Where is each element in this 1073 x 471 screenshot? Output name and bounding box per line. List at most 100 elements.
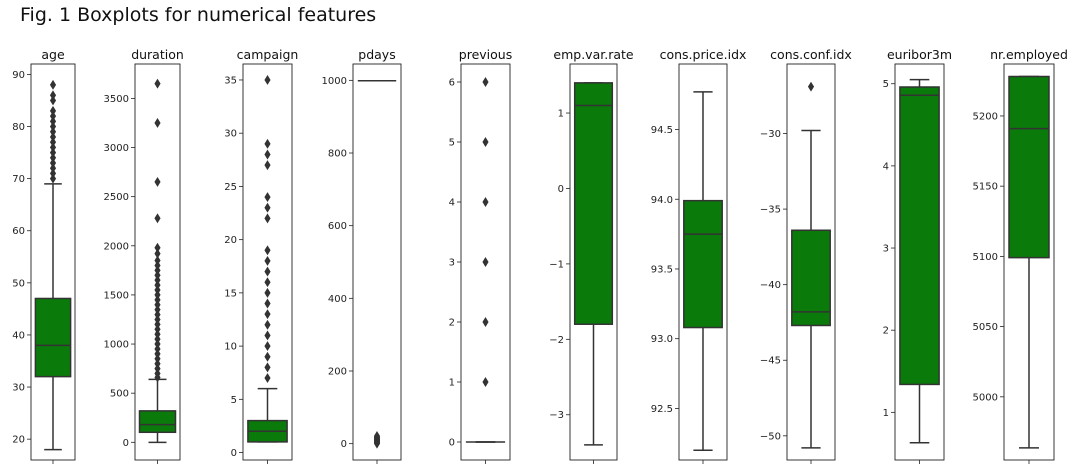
- panel-title: euribor3m: [887, 47, 952, 62]
- iqr-box: [138, 410, 177, 434]
- iqr-box: [573, 82, 614, 325]
- outlier-point: [264, 330, 271, 341]
- outlier-point: [49, 90, 57, 101]
- outlier-point: [264, 341, 271, 352]
- outlier-point: [49, 126, 57, 137]
- outlier-point: [154, 242, 161, 253]
- outlier-point: [482, 197, 489, 207]
- outlier-point: [154, 117, 161, 128]
- panel-title: cons.conf.idx: [770, 47, 852, 62]
- outlier-point: [154, 213, 161, 224]
- boxplot-panel-euribor3m: euribor3m 1 2 3 4 5: [883, 47, 952, 464]
- panel-title: previous: [459, 47, 512, 62]
- y-tick-label: 94.5: [651, 125, 673, 136]
- outlier-point: [264, 298, 271, 309]
- y-tick-label: 200: [328, 366, 347, 377]
- iqr-box: [899, 86, 940, 386]
- outlier-point: [264, 287, 271, 298]
- y-tick-label: 4: [883, 161, 889, 172]
- y-tick-label: 70: [12, 174, 25, 185]
- y-tick-label: 0: [449, 438, 455, 449]
- outlier-point: [373, 431, 381, 441]
- panel-title: campaign: [237, 47, 299, 62]
- y-tick-label: 5: [883, 79, 889, 90]
- y-tick-label: 0: [558, 184, 564, 195]
- outlier-point: [154, 176, 161, 187]
- y-tick-label: 92.5: [651, 404, 673, 415]
- y-tick-label: 2000: [104, 241, 129, 252]
- y-tick-label: 3500: [104, 94, 129, 105]
- outlier-point: [49, 142, 57, 153]
- y-tick-label: 50: [12, 278, 25, 289]
- outlier-point: [264, 319, 271, 330]
- y-tick-label: 30: [12, 383, 25, 394]
- panel-title: duration: [131, 47, 184, 62]
- iqr-box: [34, 297, 72, 378]
- y-tick-label: 6: [449, 78, 455, 89]
- outlier-point: [482, 137, 489, 147]
- y-tick-label: 94.0: [651, 195, 673, 206]
- plot-frame: [30, 63, 76, 461]
- y-tick-label: 1: [558, 109, 564, 120]
- y-tick-label: 25: [224, 182, 237, 193]
- outlier-point: [264, 266, 271, 277]
- outlier-point: [49, 116, 57, 127]
- outlier-point: [264, 245, 271, 256]
- y-tick-label: 80: [12, 122, 25, 133]
- outlier-point: [264, 373, 271, 383]
- boxplot-panel-emp-var-rate: emp.var.rate −3 −2 −1 0 1: [549, 47, 634, 464]
- y-tick-label: −1: [549, 259, 564, 270]
- plot-frame: [786, 63, 836, 461]
- y-tick-label: 3: [449, 258, 455, 269]
- plot-frame: [134, 63, 181, 461]
- panel-title: cons.price.idx: [660, 47, 747, 62]
- outlier-point: [264, 309, 271, 320]
- outlier-point: [154, 78, 161, 89]
- outlier-point: [49, 163, 57, 174]
- outlier-point: [49, 95, 57, 106]
- y-tick-label: 5: [449, 138, 455, 149]
- y-tick-label: 15: [224, 288, 237, 299]
- outlier-point: [154, 248, 161, 259]
- y-tick-label: 93.0: [651, 334, 673, 345]
- outlier-point: [264, 351, 271, 362]
- boxplot-panel-campaign: campaign 0 5 10 15 20 25 30 35: [224, 47, 298, 464]
- outlier-point: [482, 257, 489, 267]
- outlier-point: [49, 121, 57, 132]
- y-tick-label: 1: [883, 408, 889, 419]
- y-tick-label: 90: [12, 70, 25, 81]
- outlier-point: [49, 131, 57, 142]
- y-tick-label: 3000: [104, 143, 129, 154]
- y-tick-label: −3: [549, 410, 564, 421]
- y-tick-label: 30: [224, 129, 237, 140]
- plot-frame: [352, 63, 402, 461]
- iqr-box: [683, 199, 723, 329]
- outlier-point: [49, 137, 57, 148]
- y-tick-label: 0: [231, 448, 237, 459]
- plot-frame: [569, 63, 618, 461]
- outlier-point: [49, 158, 57, 168]
- y-tick-label: 60: [12, 226, 25, 237]
- y-tick-label: 600: [328, 221, 347, 232]
- y-tick-label: 1500: [104, 290, 129, 301]
- iqr-box: [1008, 75, 1050, 259]
- plot-frame: [242, 63, 293, 461]
- y-tick-label: 1000: [322, 76, 347, 87]
- iqr-box: [791, 229, 831, 327]
- panel-title: emp.var.rate: [553, 47, 633, 62]
- panel-title: pdays: [358, 47, 395, 62]
- plot-frame: [894, 63, 945, 461]
- y-tick-label: 2500: [104, 192, 129, 203]
- y-tick-label: 0: [123, 438, 129, 449]
- outlier-point: [49, 147, 57, 158]
- boxplot-panel-nr-employed: nr.employed 5000 5050 5100 5150 5200: [973, 47, 1068, 464]
- y-tick-label: −2: [549, 335, 564, 346]
- y-tick-label: 10: [224, 342, 237, 353]
- boxplot-panel-duration: duration 0 500 1000 1500 2000 2500 3000 3500: [104, 47, 184, 464]
- y-tick-label: −35: [760, 205, 781, 216]
- y-tick-label: 800: [328, 149, 347, 160]
- y-tick-label: 93.5: [651, 264, 673, 275]
- outlier-point: [49, 152, 57, 163]
- panel-title: age: [41, 47, 65, 62]
